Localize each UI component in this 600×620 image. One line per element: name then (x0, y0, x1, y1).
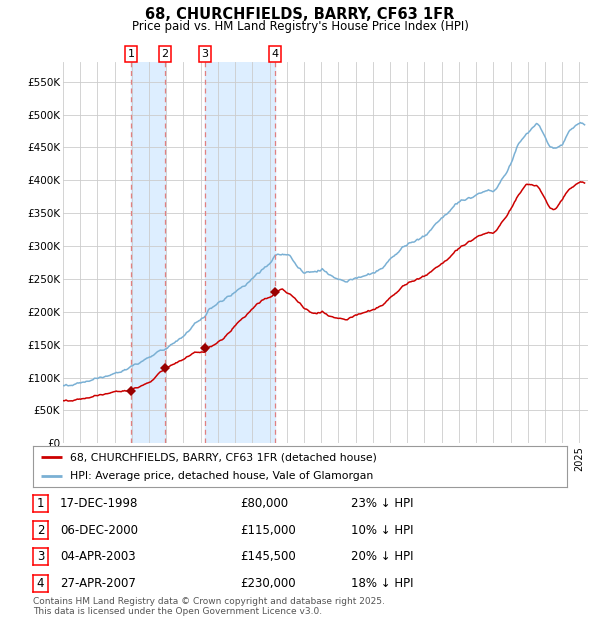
Bar (131, 62, 165, 443)
Text: 68, CHURCHFIELDS, BARRY, CF63 1FR: 68, CHURCHFIELDS, BARRY, CF63 1FR (145, 7, 455, 22)
Text: 04-APR-2003: 04-APR-2003 (60, 551, 136, 563)
Text: 23% ↓ HPI: 23% ↓ HPI (351, 497, 413, 510)
Text: £145,500: £145,500 (240, 551, 296, 563)
Text: 18% ↓ HPI: 18% ↓ HPI (351, 577, 413, 590)
Text: £80,000: £80,000 (240, 497, 288, 510)
Text: Contains HM Land Registry data © Crown copyright and database right 2025.: Contains HM Land Registry data © Crown c… (33, 597, 385, 606)
Text: 20% ↓ HPI: 20% ↓ HPI (351, 551, 413, 563)
Text: 3: 3 (202, 49, 209, 59)
Text: 10% ↓ HPI: 10% ↓ HPI (351, 524, 413, 536)
Text: This data is licensed under the Open Government Licence v3.0.: This data is licensed under the Open Gov… (33, 607, 322, 616)
Bar (205, 62, 275, 443)
Text: £230,000: £230,000 (240, 577, 296, 590)
Text: 2: 2 (37, 524, 44, 536)
Text: Price paid vs. HM Land Registry's House Price Index (HPI): Price paid vs. HM Land Registry's House … (131, 20, 469, 33)
Text: 68, CHURCHFIELDS, BARRY, CF63 1FR (detached house): 68, CHURCHFIELDS, BARRY, CF63 1FR (detac… (70, 452, 377, 463)
Text: 4: 4 (37, 577, 44, 590)
Text: 06-DEC-2000: 06-DEC-2000 (60, 524, 138, 536)
Text: 2: 2 (161, 49, 169, 59)
Text: 1: 1 (37, 497, 44, 510)
Text: 3: 3 (37, 551, 44, 563)
Text: 27-APR-2007: 27-APR-2007 (60, 577, 136, 590)
Text: 17-DEC-1998: 17-DEC-1998 (60, 497, 139, 510)
Text: 4: 4 (272, 49, 278, 59)
Text: HPI: Average price, detached house, Vale of Glamorgan: HPI: Average price, detached house, Vale… (70, 471, 374, 481)
Text: 1: 1 (128, 49, 134, 59)
Text: £115,000: £115,000 (240, 524, 296, 536)
